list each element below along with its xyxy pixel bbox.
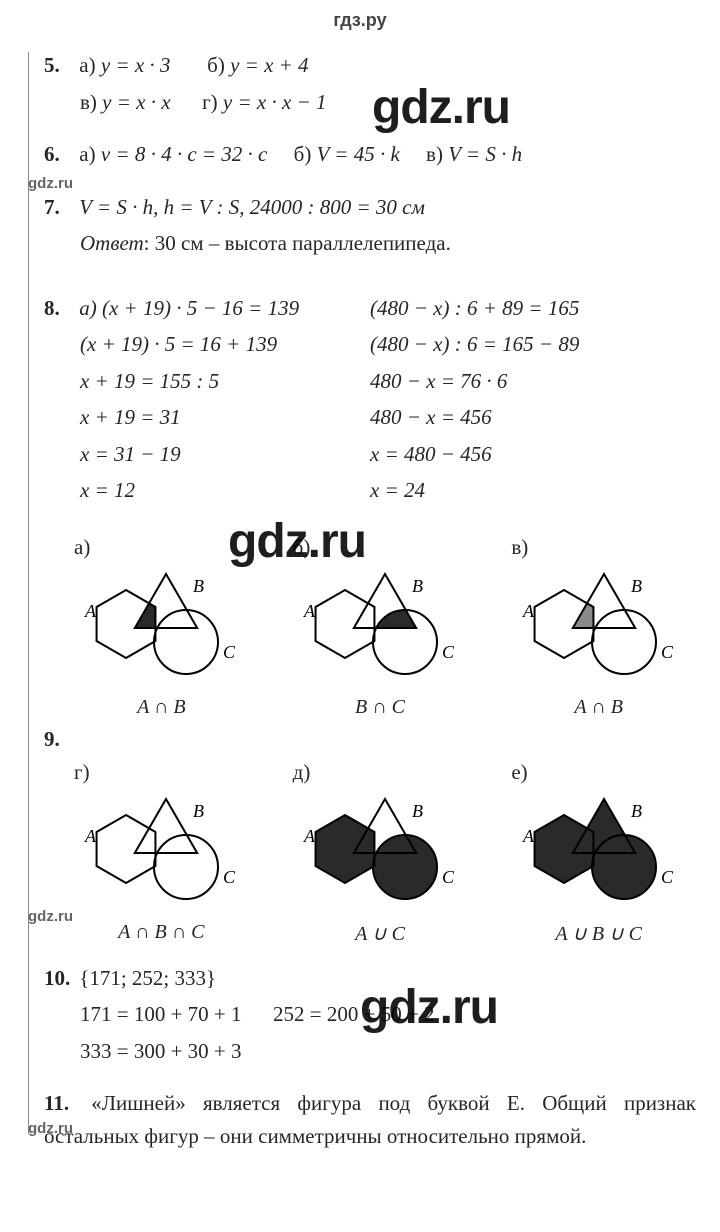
venn-diagram: е) A B C A ∪ B ∪ C: [501, 760, 696, 946]
sub-label: г): [64, 760, 259, 785]
sub-label: б): [283, 535, 478, 560]
step: 480 − x = 456: [370, 401, 696, 434]
problem-number: 5.: [44, 49, 74, 82]
step: 480 − x = 76 · 6: [370, 365, 696, 398]
problem-number: 7.: [44, 191, 74, 224]
problem-8: 8. а) (x + 19) · 5 − 16 = 139 (x + 19) ·…: [44, 288, 696, 511]
step: x + 19 = 155 : 5: [44, 365, 370, 398]
expr: y = x · x − 1: [223, 90, 327, 114]
step: (480 − x) : 6 = 165 − 89: [370, 328, 696, 361]
label: б): [294, 142, 312, 166]
label: г): [202, 90, 218, 114]
svg-text:A: A: [84, 601, 97, 621]
svg-text:A: A: [522, 601, 535, 621]
caption: B ∩ C: [283, 696, 478, 719]
step: x = 24: [370, 474, 696, 507]
caption: A ∩ B: [64, 696, 259, 719]
expr: v = 8 · 4 · c = 32 · c: [101, 142, 268, 166]
svg-text:A: A: [303, 826, 316, 846]
site-header: гдз.ру: [0, 10, 720, 31]
label: а): [79, 142, 95, 166]
svg-text:B: B: [193, 576, 204, 596]
caption: A ∪ C: [283, 921, 478, 946]
caption: A ∩ B ∩ C: [64, 921, 259, 944]
venn-diagram: а) A B C A ∩ B: [64, 535, 259, 719]
margin-rule: [28, 52, 29, 1134]
step: x = 12: [44, 474, 370, 507]
svg-text:B: B: [412, 801, 423, 821]
svg-text:B: B: [193, 801, 204, 821]
answer-text: : 30 см – высота параллелепипеда.: [144, 231, 451, 255]
problem-7: 7. V = S · h, h = V : S, 24000 : 800 = 3…: [44, 191, 696, 224]
svg-text:A: A: [522, 826, 535, 846]
svg-text:B: B: [631, 801, 642, 821]
svg-text:C: C: [442, 867, 455, 887]
svg-text:C: C: [661, 642, 674, 662]
caption: A ∪ B ∪ C: [501, 921, 696, 946]
svg-text:B: B: [631, 576, 642, 596]
sub-label: д): [283, 760, 478, 785]
venn-diagram: б) A B C B ∩ C: [283, 535, 478, 719]
step: x + 19 = 31: [44, 401, 370, 434]
problem-10: 10. {171; 252; 333}: [44, 962, 696, 995]
venn-row-1: а) A B C A ∩ Bб) A B C B ∩ Cв) A B C A ∩…: [44, 535, 696, 719]
step: а) (x + 19) · 5 − 16 = 139: [79, 296, 299, 320]
venn-diagram: д) A B C A ∪ C: [283, 760, 478, 946]
problem-number: 6.: [44, 138, 74, 171]
problem-number: 8.: [44, 292, 74, 325]
label: в): [426, 142, 443, 166]
problem-number: 10.: [44, 962, 74, 995]
expr: y = x · 3: [101, 53, 171, 77]
venn-diagram: г) A B C A ∩ B ∩ C: [64, 760, 259, 946]
svg-text:B: B: [412, 576, 423, 596]
expr: 333 = 300 + 30 + 3: [44, 1035, 696, 1068]
expr: y = x · x: [102, 90, 170, 114]
problem-number: 9.: [44, 723, 74, 756]
step: (480 − x) : 6 + 89 = 165: [370, 292, 696, 325]
problem-6: 6. а) v = 8 · 4 · c = 32 · c б) V = 45 ·…: [44, 138, 696, 171]
text: «Лишней» является фигура под буквой E. О…: [44, 1091, 696, 1148]
svg-text:C: C: [223, 867, 236, 887]
label: б): [207, 53, 225, 77]
venn-diagram: в) A B C A ∩ B: [501, 535, 696, 719]
expr: y = x + 4: [230, 53, 308, 77]
label: в): [80, 90, 97, 114]
step: x = 480 − 456: [370, 438, 696, 471]
svg-text:A: A: [303, 601, 316, 621]
venn-row-2: г) A B C A ∩ B ∩ Cд) A B C A ∪ Cе) A B C…: [44, 760, 696, 946]
step: (x + 19) · 5 = 16 + 139: [44, 328, 370, 361]
expr: V = S · h: [448, 142, 522, 166]
problem-11: 11. «Лишней» является фигура под буквой …: [44, 1087, 696, 1152]
svg-text:A: A: [84, 826, 97, 846]
expr: 171 = 100 + 70 + 1: [80, 1002, 242, 1026]
svg-text:C: C: [442, 642, 455, 662]
sub-label: а): [64, 535, 259, 560]
expr: 252 = 200 + 50 + 2: [273, 1002, 435, 1026]
svg-text:C: C: [223, 642, 236, 662]
set: {171; 252; 333}: [79, 966, 216, 990]
step: x = 31 − 19: [44, 438, 370, 471]
sub-label: в): [501, 535, 696, 560]
sub-label: е): [501, 760, 696, 785]
svg-text:C: C: [661, 867, 674, 887]
caption: A ∩ B: [501, 696, 696, 719]
problem-5: 5. а) y = x · 3 б) y = x + 4: [44, 49, 696, 82]
expr: V = S · h, h = V : S, 24000 : 800 = 30 с…: [79, 195, 425, 219]
problem-number: 11.: [44, 1087, 74, 1120]
expr: V = 45 · k: [317, 142, 400, 166]
label: а): [79, 53, 95, 77]
answer-label: Ответ: [80, 231, 144, 255]
